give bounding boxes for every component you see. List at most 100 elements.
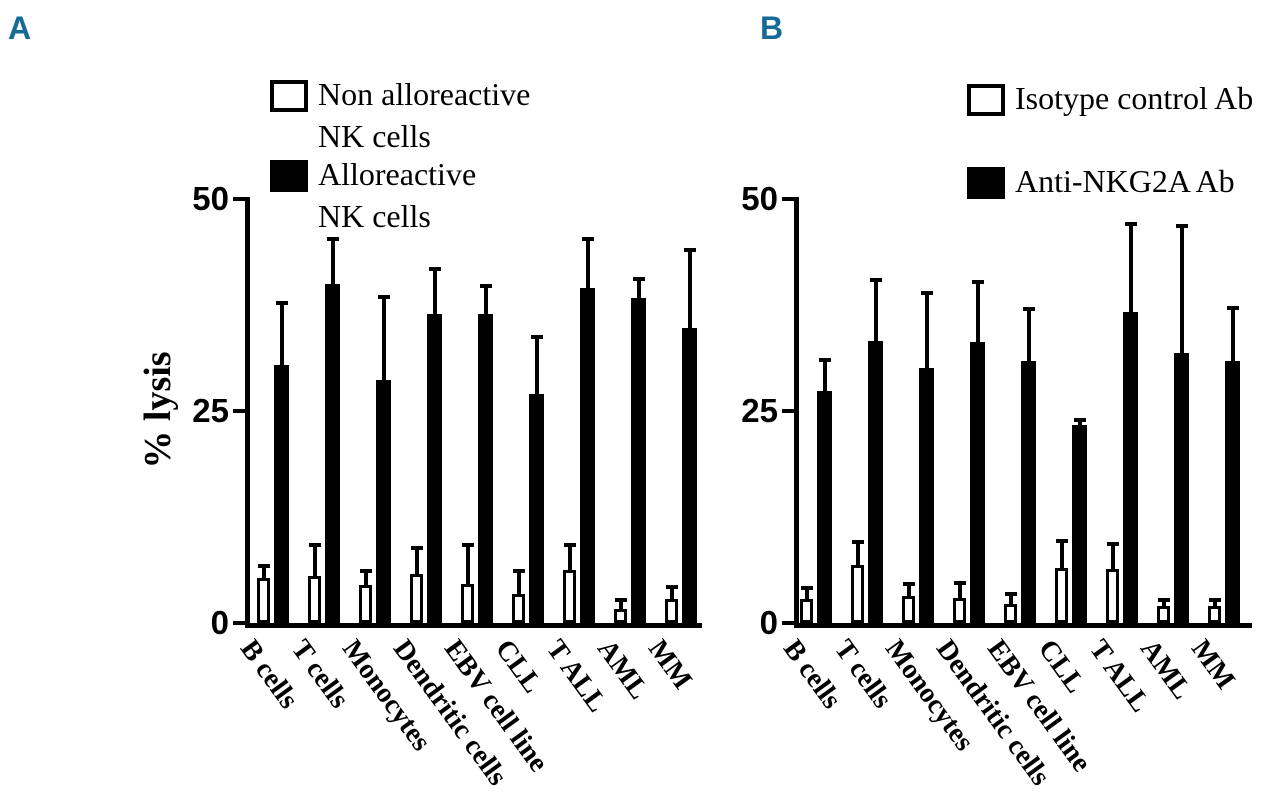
bar-solid	[376, 379, 391, 623]
x-category-label: Dendritic cells	[929, 634, 1057, 792]
x-category-label: T cells	[284, 634, 355, 715]
panel-a-label: A	[8, 10, 31, 46]
y-tick-label: 0	[210, 604, 229, 641]
error-bar	[975, 279, 980, 347]
bar-solid	[631, 298, 646, 623]
bar-solid	[1225, 360, 1240, 623]
x-category-label: CLL	[488, 634, 548, 699]
error-bar	[822, 357, 827, 395]
legend-label: Non alloreactive NK cells	[318, 76, 531, 154]
error-bar	[804, 585, 809, 604]
error-bar-cap	[1073, 417, 1086, 422]
bar-open	[1208, 606, 1221, 623]
bar-solid	[1072, 424, 1087, 623]
error-bar	[906, 582, 911, 600]
error-bar	[363, 568, 368, 589]
error-bar	[279, 300, 284, 370]
error-bar-cap	[800, 585, 813, 590]
bar-open	[512, 594, 525, 623]
error-bar	[261, 563, 266, 583]
x-category-label: MM	[641, 634, 699, 695]
bar-open	[410, 573, 423, 623]
error-bar	[636, 277, 641, 303]
bar-open	[1106, 568, 1119, 623]
bar-open	[953, 597, 966, 623]
bar-solid	[1123, 311, 1138, 623]
bar-open	[257, 578, 270, 623]
error-bar	[483, 283, 488, 319]
error-bar-cap	[818, 357, 831, 362]
error-bar	[669, 584, 674, 604]
error-bar	[1212, 597, 1217, 611]
error-bar-cap	[851, 539, 864, 544]
legend-label: Anti-NKG2A Ab	[1015, 163, 1235, 199]
error-bar-cap	[1208, 597, 1221, 602]
error-bar	[957, 580, 962, 602]
error-bar	[414, 545, 419, 578]
error-bar-cap	[377, 294, 390, 299]
bar-solid	[919, 367, 934, 623]
error-bar	[1077, 417, 1082, 429]
error-bar	[1026, 306, 1031, 365]
x-axis	[245, 623, 702, 628]
error-bar-cap	[632, 277, 645, 282]
x-category-label: MM	[1184, 634, 1242, 695]
bar-solid	[529, 394, 544, 623]
legend-swatch-open	[270, 80, 308, 112]
error-bar-cap	[920, 291, 933, 296]
error-bar	[312, 543, 317, 581]
bar-open	[461, 583, 474, 623]
error-bar	[567, 543, 572, 575]
x-category-label: EBV cell line	[437, 634, 555, 778]
error-bar-cap	[1157, 597, 1170, 602]
error-bar	[585, 237, 590, 293]
bar-open	[1157, 606, 1170, 623]
error-bar-cap	[971, 279, 984, 284]
bar-solid	[325, 283, 340, 623]
bar-open	[359, 584, 372, 623]
legend-swatch-solid	[967, 167, 1005, 199]
error-bar-cap	[359, 568, 372, 573]
x-category-label: Monocytes	[335, 634, 437, 757]
error-bar	[465, 543, 470, 588]
error-bar-cap	[1226, 305, 1239, 310]
error-bar-cap	[410, 545, 423, 550]
error-bar-cap	[614, 598, 627, 603]
error-bar-cap	[869, 277, 882, 282]
error-bar-cap	[530, 334, 543, 339]
legend-label: Isotype control Ab	[1015, 80, 1254, 116]
x-category-label: T ALL	[539, 634, 613, 718]
x-category-label: AML	[1133, 634, 1198, 706]
bar-solid	[682, 327, 697, 623]
error-bar	[381, 294, 386, 384]
error-bar	[618, 598, 623, 613]
error-bar-cap	[665, 584, 678, 589]
error-bar	[1230, 305, 1235, 365]
y-tick-label: 25	[741, 392, 778, 429]
y-axis	[794, 197, 799, 628]
error-bar-cap	[683, 248, 696, 253]
x-category-label: AML	[590, 634, 655, 706]
error-bar-cap	[1106, 541, 1119, 546]
error-bar-cap	[257, 563, 270, 568]
bar-open	[800, 599, 813, 623]
x-category-label: Dendritic cells	[386, 634, 514, 792]
bar-solid	[478, 314, 493, 623]
error-bar	[855, 539, 860, 570]
bar-open	[614, 608, 627, 623]
error-bar	[1059, 539, 1064, 572]
y-axis	[245, 197, 250, 628]
x-category-label: T ALL	[1082, 634, 1156, 718]
error-bar	[687, 248, 692, 332]
error-bar-cap	[461, 543, 474, 548]
panel-b-label: B	[760, 10, 783, 46]
error-bar-cap	[326, 237, 339, 242]
error-bar-cap	[563, 543, 576, 548]
error-bar-cap	[953, 580, 966, 585]
bar-open	[1055, 567, 1068, 623]
